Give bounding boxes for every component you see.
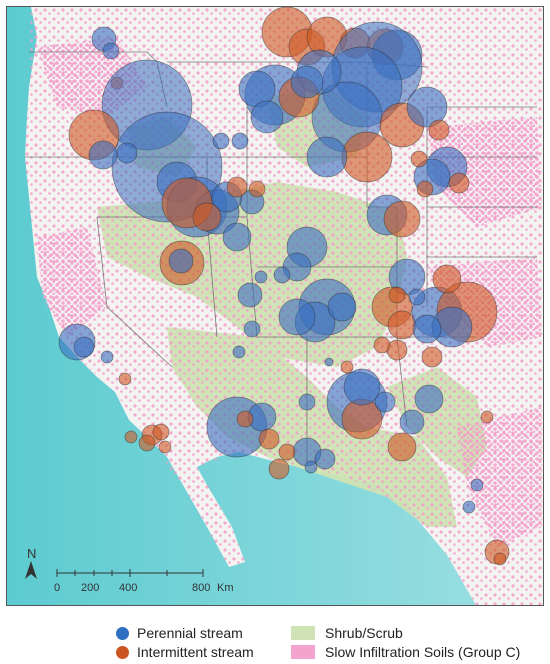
intermittent-stream-circle xyxy=(341,131,393,183)
perennial-stream-circle xyxy=(232,345,246,359)
perennial-stream-circle xyxy=(278,298,316,336)
perennial-stream-circle xyxy=(73,336,95,358)
intermittent-stream-circle xyxy=(493,552,507,566)
perennial-stream-circle xyxy=(412,314,442,344)
scale-tick-0: 0 xyxy=(54,582,60,594)
legend: Perennial stream Intermittent stream Shr… xyxy=(0,617,550,662)
map: N 0 200 400 800 Km xyxy=(7,7,543,605)
legend-item-intermittent: Intermittent stream xyxy=(116,644,254,660)
perennial-stream-circle xyxy=(254,270,268,284)
perennial-stream-circle xyxy=(250,100,284,134)
intermittent-stream-circle xyxy=(158,440,172,454)
intermittent-stream-circle xyxy=(428,119,450,141)
perennial-stream-circle xyxy=(470,478,484,492)
perennial-stream-circle xyxy=(324,357,334,367)
intermittent-stream-circle xyxy=(236,410,254,428)
perennial-stream-circle xyxy=(462,500,476,514)
intermittent-stream-circle xyxy=(448,172,470,194)
intermittent-stream-circle xyxy=(226,176,248,198)
perennial-stream-circle xyxy=(304,460,318,474)
scale-tick-200: 200 xyxy=(81,582,99,594)
intermittent-stream-circle xyxy=(278,443,296,461)
map-frame: N 0 200 400 800 Km xyxy=(6,6,544,606)
intermittent-stream-circle xyxy=(387,310,417,340)
perennial-stream-circle xyxy=(314,448,336,470)
perennial-stream-circle xyxy=(100,350,114,364)
shrub-swatch-icon xyxy=(291,626,315,640)
soil-swatch-icon xyxy=(291,645,315,659)
intermittent-stream-circle xyxy=(410,150,428,168)
perennial-stream-circle xyxy=(343,368,381,406)
perennial-stream-circle xyxy=(273,266,291,284)
intermittent-stream-circle xyxy=(416,180,434,198)
perennial-stream-circle xyxy=(116,142,138,164)
perennial-dot-icon xyxy=(116,626,129,640)
intermittent-stream-circle xyxy=(432,264,462,294)
perennial-stream-circle xyxy=(327,292,357,322)
intermittent-dot-icon xyxy=(116,645,129,659)
legend-item-perennial: Perennial stream xyxy=(116,625,243,641)
intermittent-stream-circle xyxy=(480,410,494,424)
perennial-stream-circle xyxy=(212,132,230,150)
legend-item-soils: Slow Infiltration Soils (Group C) xyxy=(291,644,520,660)
perennial-stream-circle xyxy=(408,288,426,306)
perennial-stream-circle xyxy=(88,140,118,170)
intermittent-stream-circle xyxy=(258,428,280,450)
perennial-stream-circle xyxy=(290,65,324,99)
intermittent-stream-circle xyxy=(340,360,354,374)
intermittent-stream-circle xyxy=(387,432,417,462)
intermittent-stream-circle xyxy=(248,180,266,198)
scale-tick-400: 400 xyxy=(119,582,137,594)
intermittent-stream-circle xyxy=(421,346,443,368)
north-arrow-icon xyxy=(25,561,37,579)
perennial-stream-circle xyxy=(102,42,120,60)
perennial-stream-circle xyxy=(243,320,261,338)
scale-bar: 0 200 400 800 Km xyxy=(54,569,234,594)
perennial-stream-circle xyxy=(406,86,448,128)
legend-label-soils: Slow Infiltration Soils (Group C) xyxy=(325,644,521,660)
perennial-stream-circle xyxy=(399,409,425,435)
intermittent-stream-circle xyxy=(138,434,156,452)
legend-item-shrub: Shrub/Scrub xyxy=(291,625,403,641)
intermittent-stream-circle xyxy=(373,336,391,354)
perennial-stream-circle xyxy=(168,248,194,274)
north-arrow-label: N xyxy=(27,546,36,561)
intermittent-stream-circle xyxy=(388,286,406,304)
intermittent-stream-circle xyxy=(118,372,132,386)
intermittent-stream-circle xyxy=(124,430,138,444)
intermittent-stream-circle xyxy=(152,423,170,441)
scale-unit: Km xyxy=(217,582,234,594)
perennial-stream-circle xyxy=(222,222,252,252)
perennial-stream-circle xyxy=(231,132,249,150)
intermittent-stream-circle xyxy=(268,458,290,480)
stream-circles xyxy=(58,7,510,566)
legend-label-perennial: Perennial stream xyxy=(137,625,243,641)
perennial-stream-circle xyxy=(374,391,396,413)
legend-label-shrub: Shrub/Scrub xyxy=(325,625,403,641)
legend-label-intermittent: Intermittent stream xyxy=(137,644,254,660)
scale-tick-800: 800 xyxy=(192,582,210,594)
perennial-stream-circle xyxy=(306,136,348,178)
intermittent-stream-circle xyxy=(192,202,222,232)
perennial-stream-circle xyxy=(414,384,444,414)
perennial-stream-circle xyxy=(298,393,316,411)
intermittent-stream-circle xyxy=(383,200,421,238)
north-arrow: N xyxy=(25,546,37,579)
perennial-stream-circle xyxy=(237,282,263,308)
